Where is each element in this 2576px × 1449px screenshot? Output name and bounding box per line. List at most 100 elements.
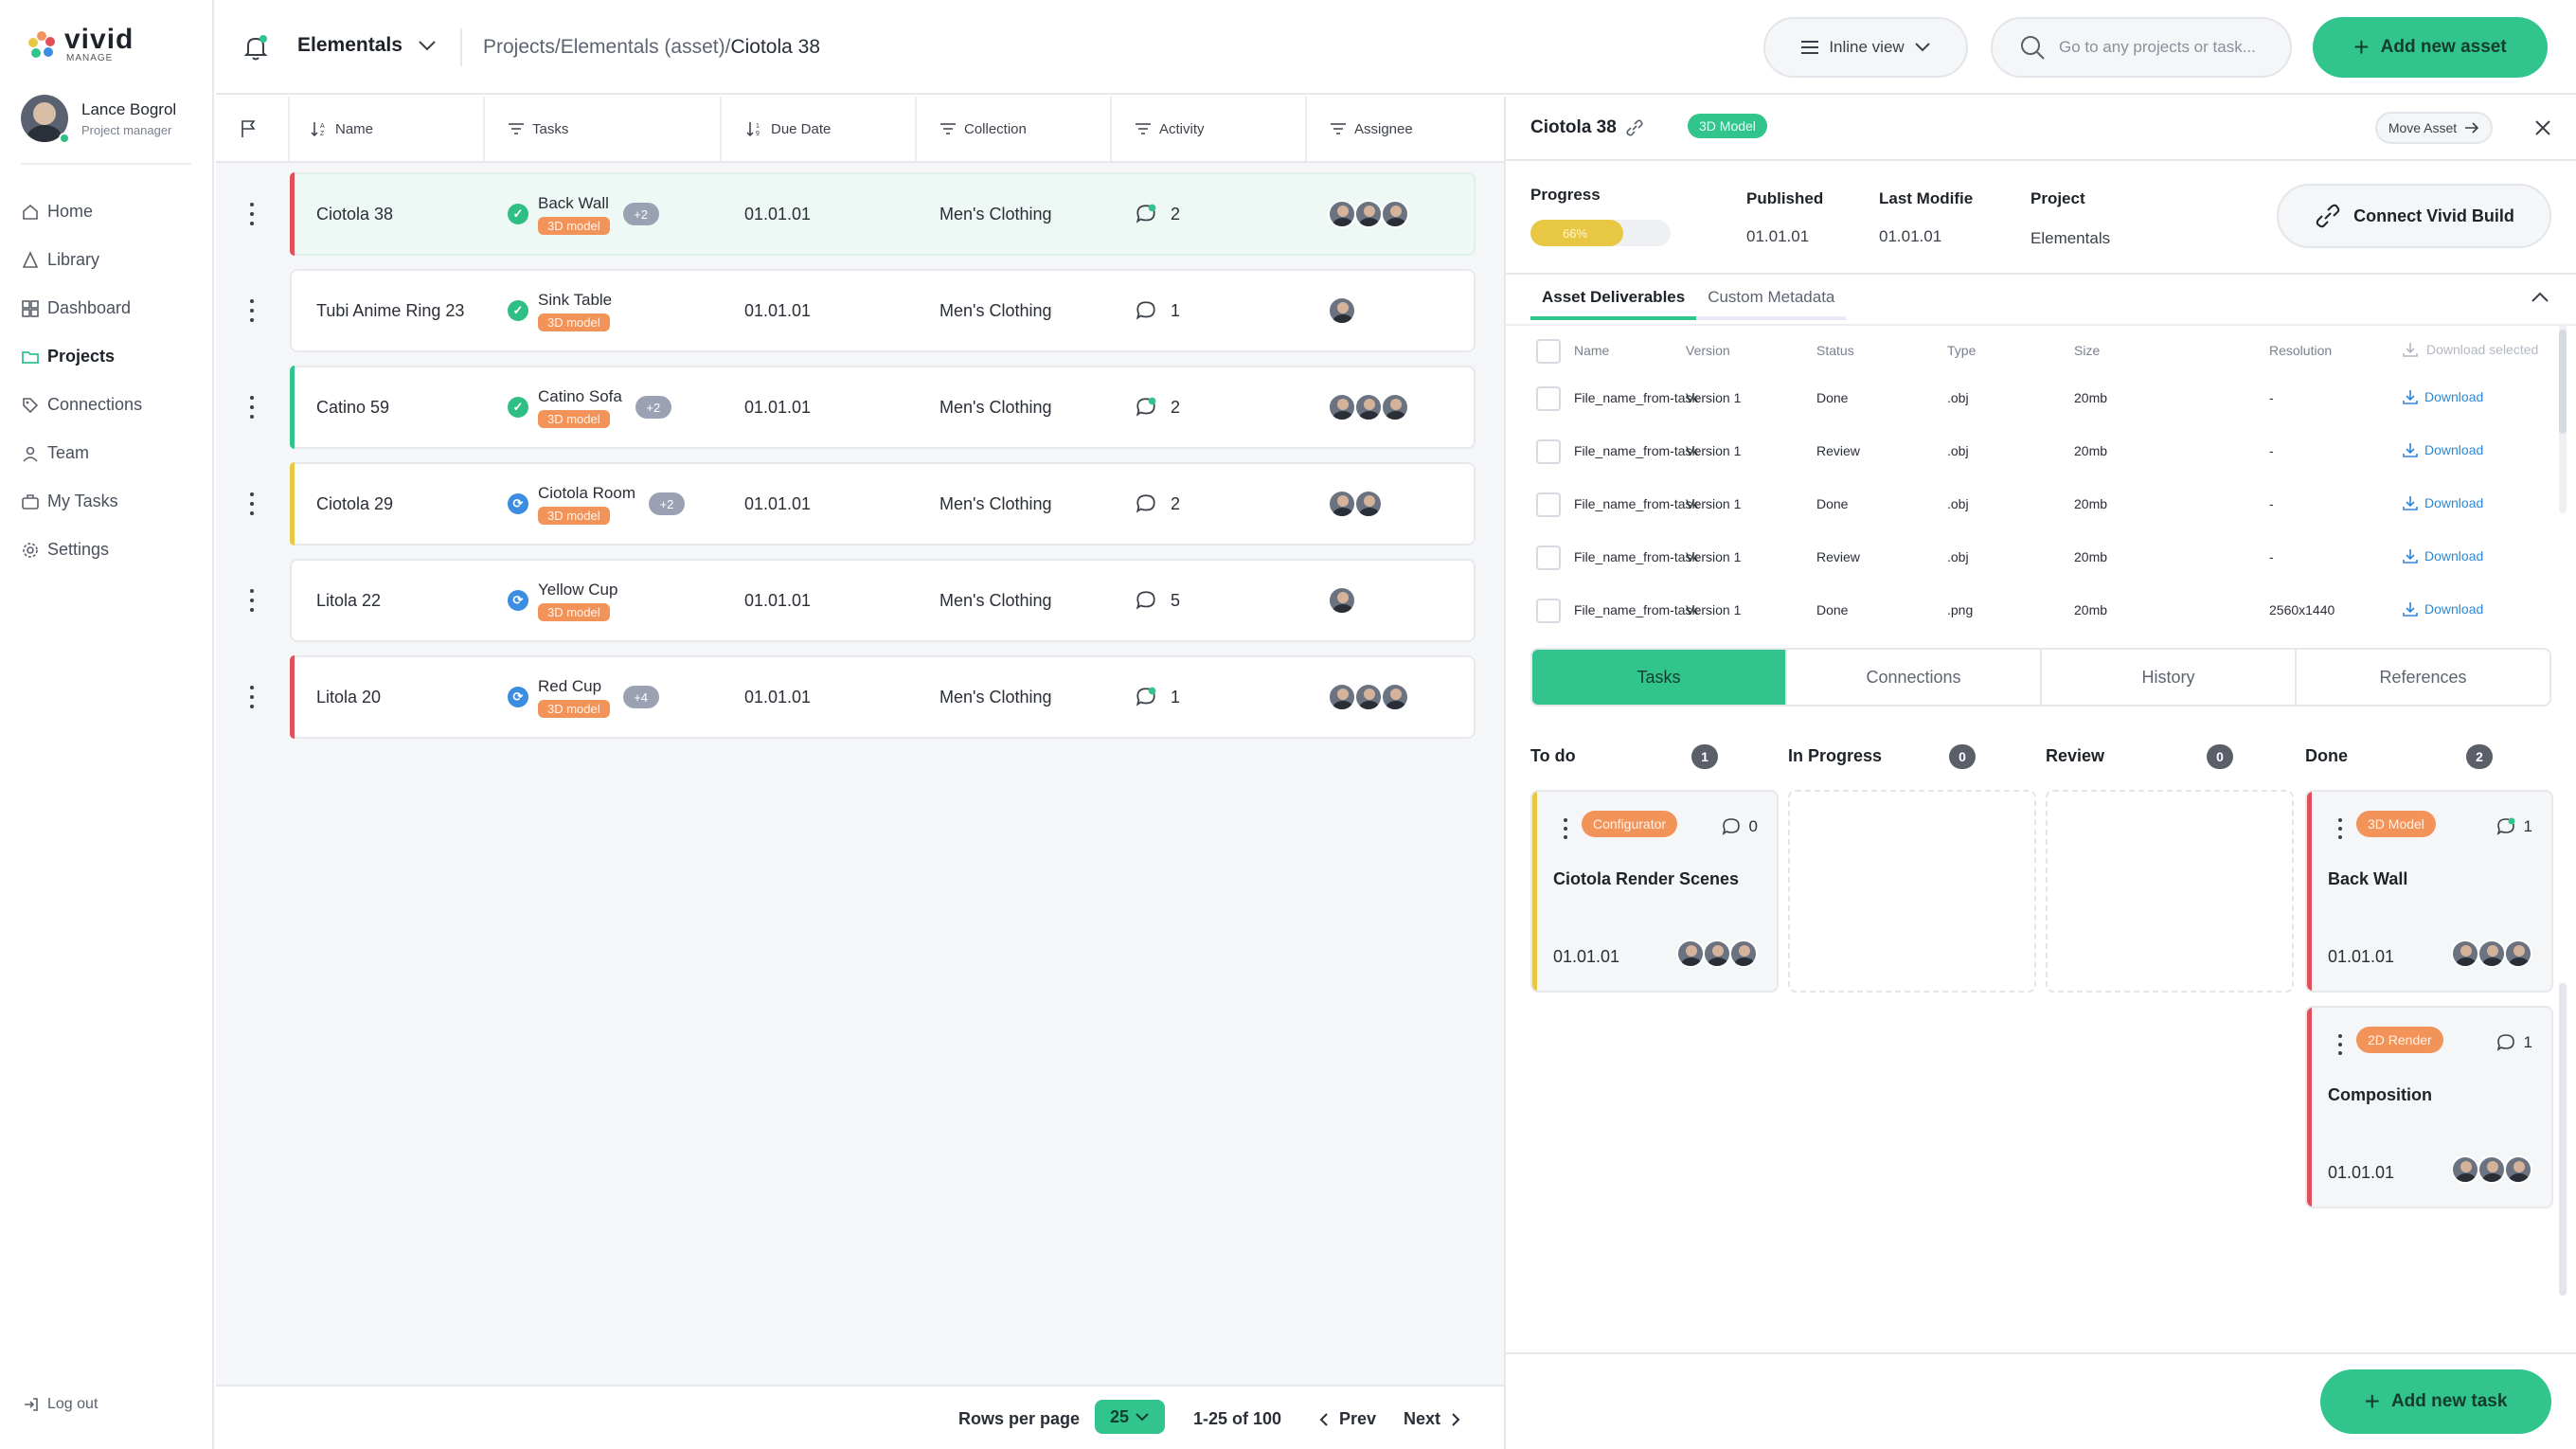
asset-name[interactable]: Litola 20 [316,687,382,707]
row-checkbox[interactable] [1536,599,1561,623]
column-collection[interactable]: Collection [917,97,1112,161]
comments-count[interactable]: 1 [2496,816,2532,837]
close-button[interactable] [2532,117,2553,138]
comments-count[interactable]: 0 [1721,816,1758,837]
empty-drop-zone[interactable] [1788,790,2036,993]
row-menu-button[interactable] [248,203,256,225]
row-checkbox[interactable] [1536,386,1561,411]
column-activity[interactable]: Activity [1112,97,1307,161]
asset-name[interactable]: Litola 22 [316,590,382,610]
scrollbar-thumb[interactable] [2559,983,2567,1296]
activity[interactable]: 1 [1135,271,1180,350]
deliverables-scrollbar[interactable] [2559,324,2567,513]
task-cell[interactable]: ✓ Catino Sofa 3D model +2 [508,367,671,447]
asset-name[interactable]: Ciotola 29 [316,493,394,513]
task-cell[interactable]: ⟳ Yellow Cup 3D model [508,561,617,640]
activity[interactable]: 2 [1135,464,1180,544]
link-icon[interactable] [1624,117,1645,138]
tab-history[interactable]: History [2042,650,2297,705]
download-link[interactable]: Download [2402,388,2483,405]
tab-custom-metadata[interactable]: Custom Metadata [1696,288,1847,320]
nav-item-team[interactable]: Team [21,429,142,477]
row-menu-button[interactable] [248,589,256,612]
nav-item-projects[interactable]: Projects [21,332,142,381]
download-link[interactable]: Download [2402,494,2483,511]
next-button[interactable]: Next [1404,1409,1461,1429]
more-menu-button[interactable] [2337,818,2343,839]
download-link[interactable]: Download [2402,547,2483,564]
asset-name[interactable]: Catino 59 [316,397,390,417]
table-row[interactable]: Ciotola 38 ✓ Back Wall 3D model +2 01.01.01 Me… [290,172,1476,256]
row-menu-button[interactable] [248,299,256,322]
tab-tasks[interactable]: Tasks [1532,650,1787,705]
column-tasks[interactable]: Tasks [485,97,722,161]
asset-name[interactable]: Tubi Anime Ring 23 [316,300,465,320]
tab-connections[interactable]: Connections [1787,650,2042,705]
view-selector[interactable]: Inline view [1763,17,1968,78]
more-menu-button[interactable] [2337,1034,2343,1055]
table-row[interactable]: Litola 22 ⟳ Yellow Cup 3D model 01.01.01 Men'… [290,559,1476,642]
more-tasks-badge[interactable]: +4 [622,686,659,708]
rows-per-page-select[interactable]: 25 [1095,1400,1165,1434]
table-row[interactable]: Catino 59 ✓ Catino Sofa 3D model +2 01.01.01 M… [290,366,1476,449]
logout-button[interactable]: Log out [23,1396,98,1413]
empty-drop-zone[interactable] [2046,790,2294,993]
select-all-checkbox[interactable] [1536,339,1561,364]
download-link[interactable]: Download [2402,600,2483,617]
row-checkbox[interactable] [1536,546,1561,570]
activity[interactable]: 2 [1135,174,1180,254]
tab-asset-deliverables[interactable]: Asset Deliverables [1530,288,1697,320]
asset-name[interactable]: Ciotola 38 [316,204,394,224]
download-selected-button[interactable]: Download selected [2402,341,2538,358]
task-card[interactable]: Configurator 0 Ciotola Render Scenes 01.… [1530,790,1779,993]
table-row[interactable]: Ciotola 29 ⟳ Ciotola Room 3D model +2 01.01.0… [290,462,1476,546]
add-task-button[interactable]: + Add new task [2320,1369,2551,1434]
task-card[interactable]: 3D Model 1 Back Wall 01.01.01 [2305,790,2553,993]
table-row[interactable]: Tubi Anime Ring 23 ✓ Sink Table 3D model 01.… [290,269,1476,352]
breadcrumb-path[interactable]: Projects/Elementals (asset)/ [483,36,731,58]
nav-item-home[interactable]: Home [21,188,142,236]
scrollbar-thumb[interactable] [2559,330,2567,434]
nav-item-connections[interactable]: Connections [21,381,142,429]
task-cell[interactable]: ✓ Sink Table 3D model [508,271,612,350]
notifications-button[interactable] [241,32,271,63]
table-row[interactable]: Litola 20 ⟳ Red Cup 3D model +4 01.01.01 Men's… [290,655,1476,739]
breadcrumb[interactable]: Projects/Elementals (asset)/Ciotola 38 [483,36,820,59]
row-menu-button[interactable] [248,686,256,708]
row-checkbox[interactable] [1536,492,1561,517]
nav-item-settings[interactable]: Settings [21,526,142,574]
download-link[interactable]: Download [2402,441,2483,458]
add-asset-button[interactable]: + Add new asset [2313,17,2548,78]
comments-count[interactable]: 1 [2496,1032,2532,1053]
activity[interactable]: 2 [1135,367,1180,447]
activity[interactable]: 1 [1135,657,1180,737]
logo[interactable]: vivid MANAGE [25,26,134,63]
task-cell[interactable]: ✓ Back Wall 3D model +2 [508,174,659,254]
user-profile[interactable]: Lance Bogrol Project manager [21,95,176,142]
nav-item-my-tasks[interactable]: My Tasks [21,477,142,526]
tab-references[interactable]: References [2379,667,2467,687]
column-assignee[interactable]: Assignee [1307,97,1504,161]
move-asset-button[interactable]: Move Asset [2375,112,2493,144]
nav-item-library[interactable]: Library [21,236,142,284]
prev-button[interactable]: Prev [1318,1409,1376,1429]
more-tasks-badge[interactable]: +2 [622,203,659,225]
activity[interactable]: 5 [1135,561,1180,640]
connect-vivid-build-button[interactable]: Connect Vivid Build [2277,184,2551,248]
project-selector[interactable]: Elementals [297,34,437,57]
nav-item-dashboard[interactable]: Dashboard [21,284,142,332]
row-menu-button[interactable] [248,396,256,419]
row-checkbox[interactable] [1536,439,1561,464]
task-card[interactable]: 2D Render 1 Composition 01.01.01 [2305,1006,2553,1208]
more-tasks-badge[interactable]: +2 [635,396,671,419]
flag-column[interactable] [216,97,290,161]
kanban-scrollbar[interactable] [2559,983,2567,1296]
row-menu-button[interactable] [248,492,256,515]
task-cell[interactable]: ⟳ Ciotola Room 3D model +2 [508,464,685,544]
more-menu-button[interactable] [1563,818,1568,839]
search-input[interactable]: Go to any projects or task... [1991,17,2292,78]
more-tasks-badge[interactable]: +2 [649,492,685,515]
task-cell[interactable]: ⟳ Red Cup 3D model +4 [508,657,659,737]
